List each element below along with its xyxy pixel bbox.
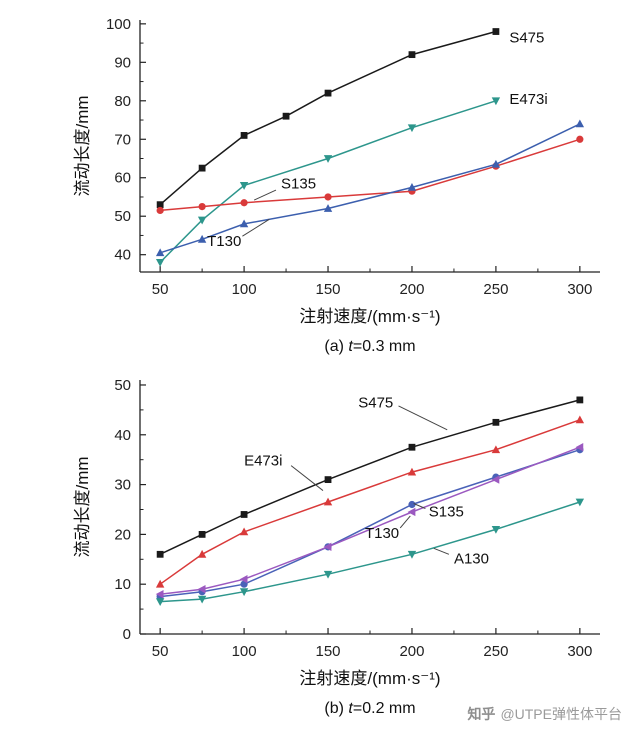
axes: 50 100 150 200 250 300 0 10 20 30 40 50	[114, 377, 600, 660]
svg-text:S135: S135	[429, 503, 464, 520]
svg-text:40: 40	[114, 247, 131, 264]
svg-text:50: 50	[152, 643, 169, 660]
series-s475	[156, 396, 584, 558]
y-axis-title: 流动长度/mm	[73, 456, 92, 557]
y-axis-title: 流动长度/mm	[73, 95, 92, 196]
svg-text:10: 10	[114, 576, 131, 593]
svg-text:100: 100	[232, 643, 257, 660]
svg-text:0: 0	[123, 626, 131, 643]
series-t130	[155, 119, 585, 257]
svg-text:200: 200	[399, 643, 424, 660]
svg-text:T130: T130	[365, 525, 399, 542]
x-axis-title: 注射速度/(mm·s⁻¹)	[299, 669, 440, 688]
series-s475	[156, 28, 500, 209]
svg-text:40: 40	[114, 427, 131, 444]
svg-text:50: 50	[114, 377, 131, 394]
svg-text:250: 250	[483, 643, 508, 660]
svg-text:50: 50	[152, 281, 169, 298]
svg-text:150: 150	[316, 281, 341, 298]
caption-b-suffix: =0.2 mm	[352, 700, 416, 717]
svg-text:200: 200	[399, 281, 424, 298]
svg-text:S475: S475	[509, 29, 544, 46]
watermark-handle: @UTPE弹性体平台	[500, 706, 622, 722]
svg-text:80: 80	[114, 93, 131, 110]
svg-text:S475: S475	[358, 394, 393, 411]
annotation-labels: S475 E473i S135 T130 A130	[244, 394, 489, 567]
annotation-labels: S475 E473i S135 T130	[207, 29, 548, 250]
svg-text:90: 90	[114, 54, 131, 71]
caption-b-variable: t	[348, 700, 353, 717]
caption-b-prefix: (b)	[324, 700, 349, 717]
svg-text:60: 60	[114, 170, 131, 187]
svg-text:50: 50	[114, 208, 131, 225]
series-e473i	[155, 415, 585, 588]
svg-text:300: 300	[567, 281, 592, 298]
svg-text:300: 300	[567, 643, 592, 660]
series-s135	[156, 446, 584, 601]
chart-b: 50 100 150 200 250 300 0 10 20 30 40 50 注射速度/(mm·s⁻¹…	[73, 377, 600, 688]
svg-text:100: 100	[232, 281, 257, 298]
svg-text:A130: A130	[454, 550, 489, 567]
svg-text:30: 30	[114, 477, 131, 494]
series-s135	[156, 135, 584, 215]
chart-b-caption: (b) t=0.2 mm	[140, 700, 600, 718]
footer-row: (b) t=0.2 mm 知乎 @UTPE弹性体平台	[0, 700, 630, 728]
svg-text:E473i: E473i	[244, 453, 282, 470]
caption-a-suffix: =0.3 mm	[352, 338, 416, 355]
svg-text:70: 70	[114, 131, 131, 148]
series-t130	[155, 443, 584, 599]
series-a130	[155, 498, 585, 607]
zhihu-logo: 知乎	[467, 706, 496, 722]
svg-text:T130: T130	[207, 233, 241, 250]
caption-a-prefix: (a)	[324, 338, 349, 355]
x-axis-title: 注射速度/(mm·s⁻¹)	[299, 307, 440, 326]
svg-text:150: 150	[316, 643, 341, 660]
caption-a-variable: t	[348, 338, 353, 355]
watermark: 知乎 @UTPE弹性体平台	[467, 704, 622, 724]
svg-text:100: 100	[106, 16, 131, 33]
svg-text:E473i: E473i	[509, 91, 547, 108]
svg-text:250: 250	[483, 281, 508, 298]
svg-text:20: 20	[114, 526, 131, 543]
chart-a-caption: (a) t=0.3 mm	[140, 338, 600, 356]
figure: 50 100 150 200 250 300 40 50 60 70 80 90 100 注射速度/(mm…	[0, 16, 630, 728]
series-e473i	[155, 97, 501, 267]
axes: 50 100 150 200 250 300 40 50 60 70 80 90 100	[106, 16, 600, 298]
svg-text:S135: S135	[281, 176, 316, 193]
chart-a: 50 100 150 200 250 300 40 50 60 70 80 90 100 注射速度/(mm…	[73, 16, 600, 326]
